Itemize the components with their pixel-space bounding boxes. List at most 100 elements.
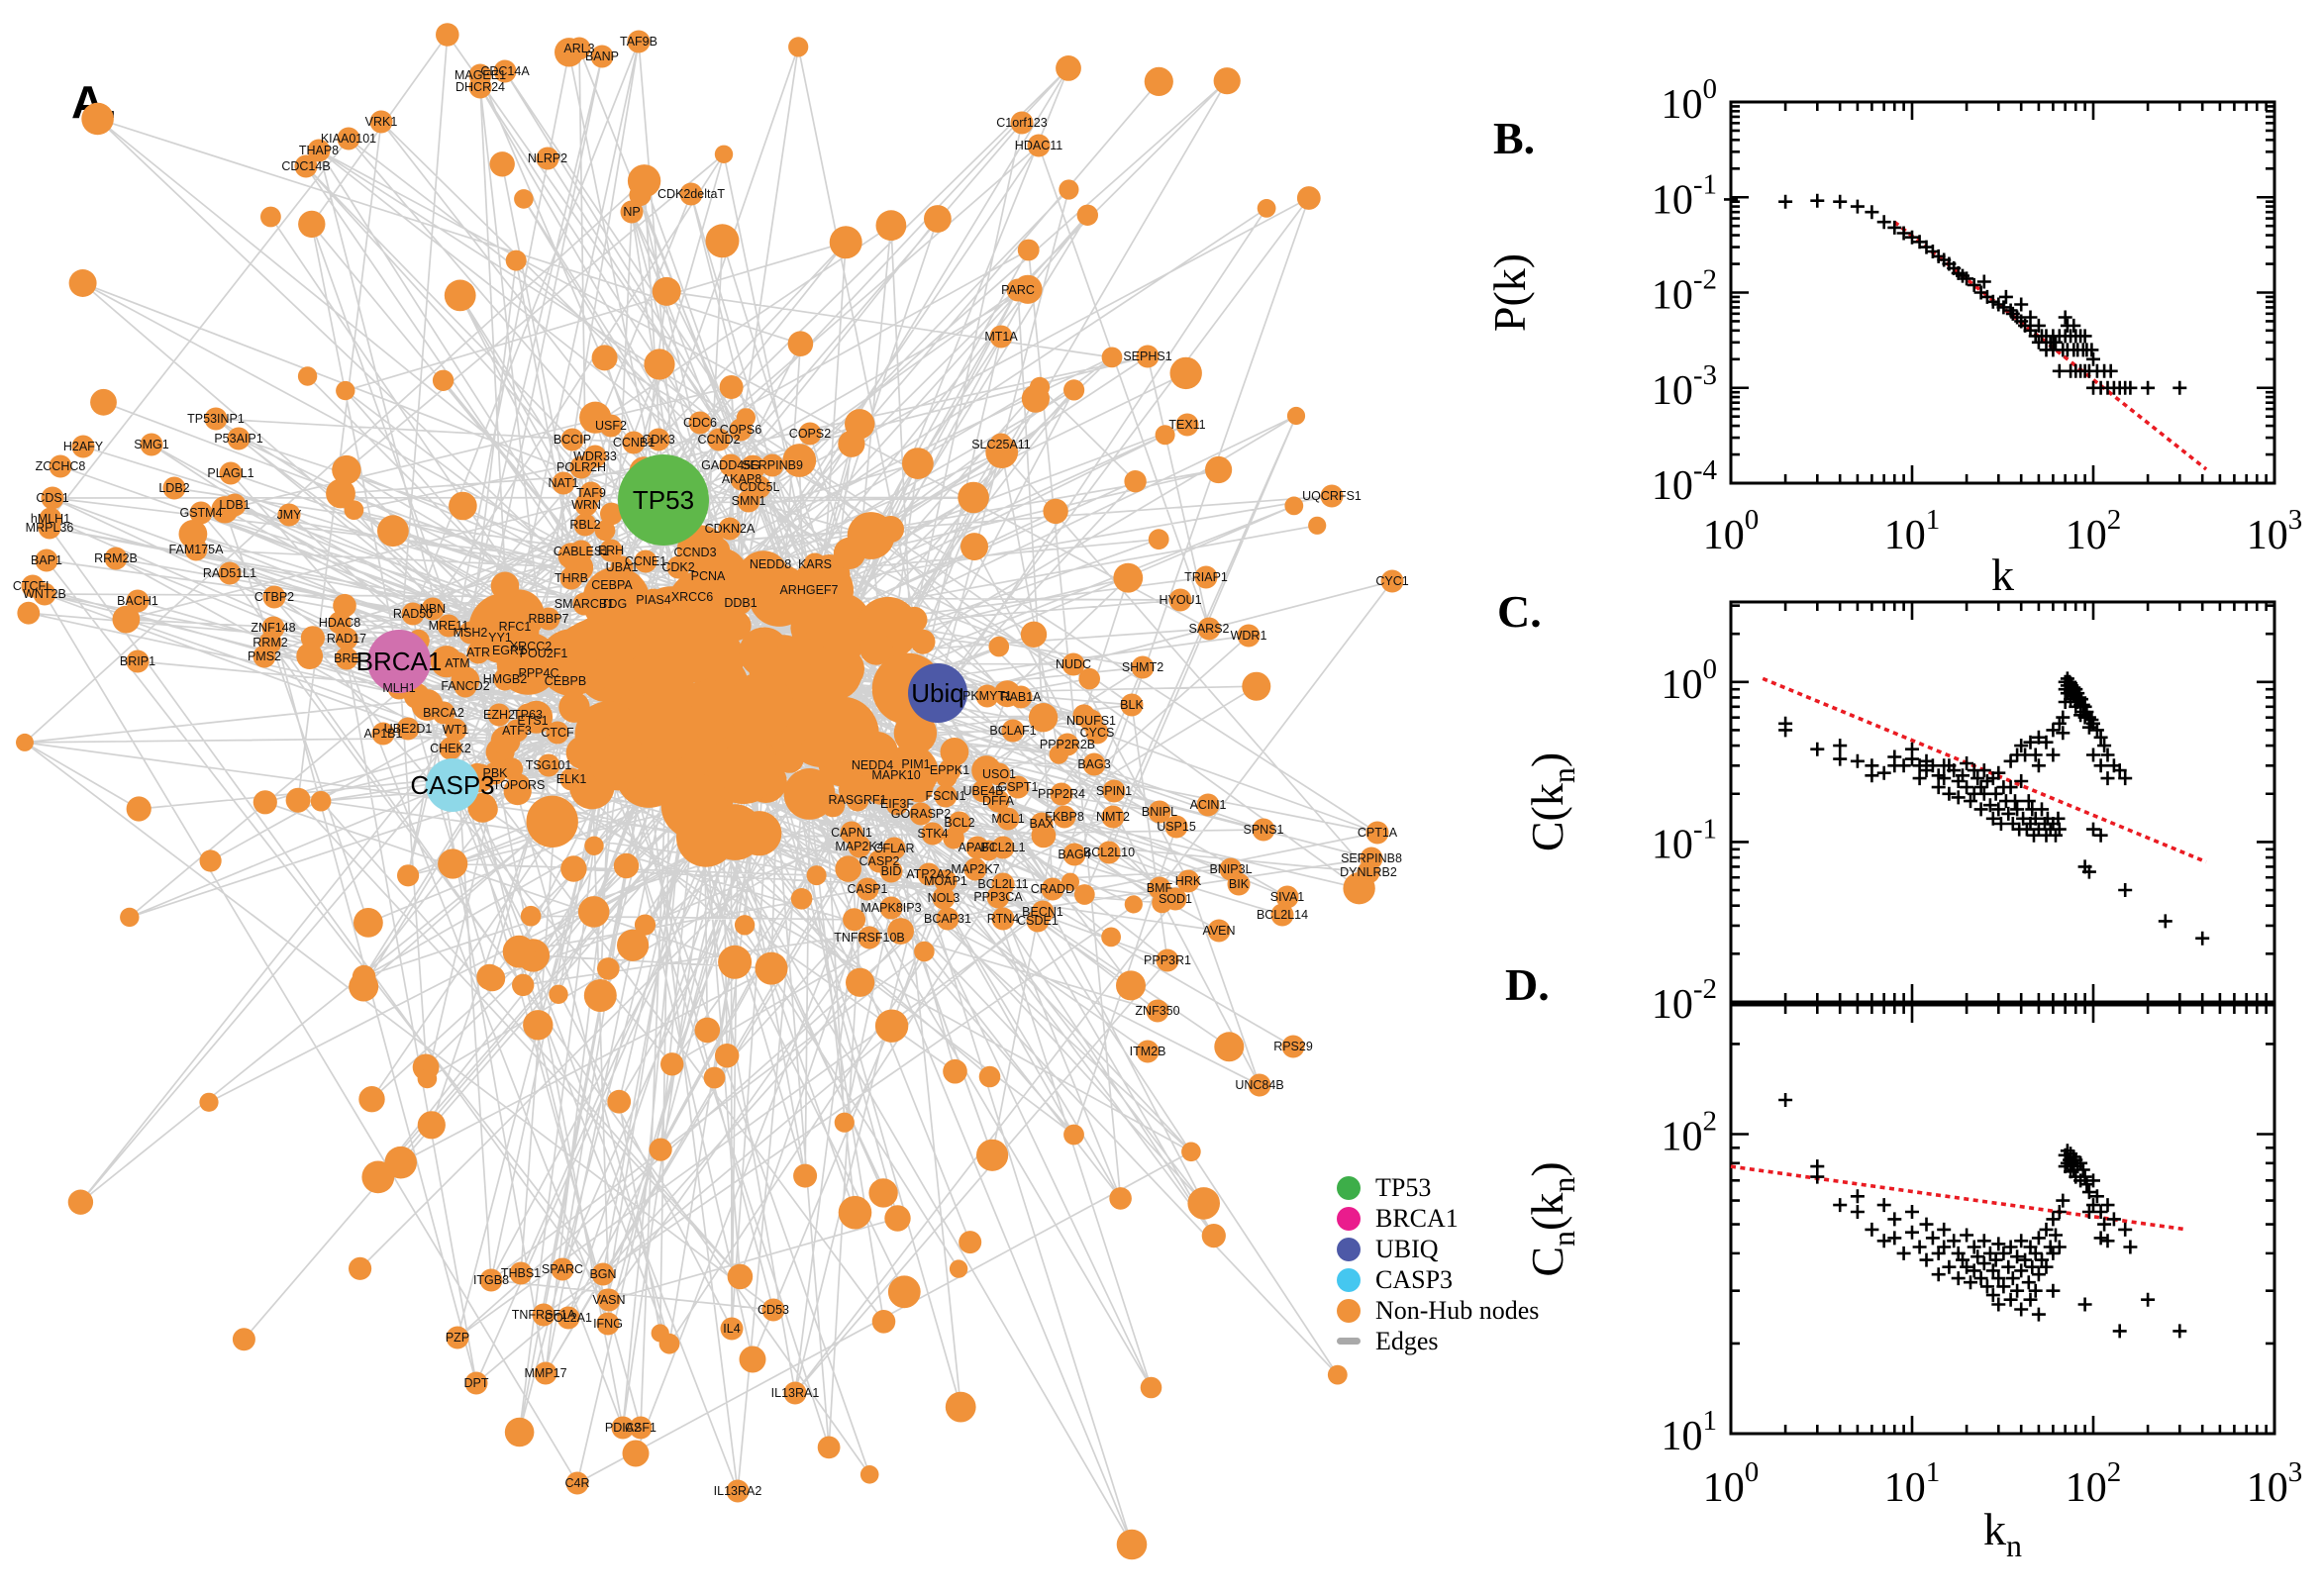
- network-node-label: PIM1: [901, 757, 930, 771]
- panel-d-label: D.: [1505, 959, 1550, 1010]
- network-node: [438, 848, 468, 879]
- network-node: [588, 657, 619, 688]
- network-node-label: ACIN1: [1190, 798, 1227, 812]
- network-node: [527, 661, 551, 685]
- network-node-label: TP63: [513, 708, 543, 722]
- network-node: [49, 454, 72, 478]
- network-node: [514, 189, 534, 209]
- network-node: [965, 836, 989, 859]
- network-node-label: CTBP2: [254, 590, 294, 604]
- network-node-label: MAP2K7: [951, 862, 999, 876]
- panel-c-label: C.: [1497, 586, 1542, 637]
- network-node-label: PDIA2: [605, 1421, 641, 1435]
- network-node-label: EGR1: [492, 644, 526, 657]
- network-node: [1169, 356, 1202, 390]
- network-node-label: MOAP1: [924, 874, 967, 888]
- network-node: [1102, 779, 1126, 803]
- network-node-label: PPP3CA: [973, 890, 1023, 904]
- network-node: [1155, 425, 1175, 446]
- network-node: [703, 1066, 726, 1089]
- network-node-label: AP1B1: [364, 727, 403, 741]
- axis-tick-label: 103: [2247, 1456, 2303, 1511]
- network-node: [1281, 1035, 1305, 1058]
- network-node-label: KIAA0101: [321, 132, 376, 146]
- network-node-label: UQCRFS1: [1302, 489, 1362, 503]
- network-node: [976, 1139, 1009, 1171]
- network-node: [874, 1009, 909, 1043]
- network-node: [369, 110, 393, 134]
- network-node: [67, 1189, 94, 1215]
- network-node: [960, 533, 988, 561]
- network-node-label: SPIN1: [1096, 784, 1132, 798]
- network-node: [493, 667, 517, 691]
- legend-edge-swatch-icon: [1337, 1338, 1361, 1345]
- network-node-label: CPT1A: [1358, 826, 1398, 840]
- network-node: [335, 627, 358, 650]
- network-node: [1146, 999, 1169, 1023]
- network-node: [882, 837, 906, 860]
- network-node: [1136, 345, 1160, 368]
- network-node-label: MCL1: [991, 812, 1024, 826]
- network-node-label: MLH1: [382, 681, 415, 695]
- network-node-label: P53AIP1: [214, 432, 262, 446]
- network-node: [584, 836, 604, 855]
- network-node: [436, 23, 459, 47]
- network-node: [437, 614, 460, 638]
- axis-label: Cn​(kn​): [1522, 1161, 1581, 1276]
- network-node: [591, 345, 618, 371]
- network-node-label: ZNF148: [251, 621, 295, 635]
- network-node: [737, 489, 760, 513]
- network-node-label: MRE11: [429, 619, 469, 633]
- network-node-label: DFFA: [982, 794, 1015, 808]
- network-node-label: CCND3: [673, 546, 716, 559]
- network-node: [876, 516, 905, 544]
- network-node: [843, 908, 866, 932]
- network-node: [902, 448, 934, 479]
- axis-tick-label: 100: [1662, 73, 1718, 128]
- network-node-label: HYOU1: [1159, 593, 1201, 607]
- network-node-label: RPS29: [1273, 1040, 1313, 1053]
- network-node: [285, 787, 311, 813]
- network-node: [958, 481, 989, 514]
- network-node-label: UBE4B: [963, 784, 1004, 798]
- axis-tick-label: 102: [1662, 1105, 1718, 1159]
- network-node-label: PBK: [482, 766, 508, 780]
- network-node: [761, 1298, 785, 1322]
- network-node: [705, 224, 740, 258]
- network-node: [1017, 239, 1040, 261]
- network-node: [1156, 948, 1179, 972]
- network-node: [1275, 885, 1299, 909]
- network-node-label: LDB1: [219, 498, 250, 512]
- network-node-label: NMT2: [1096, 810, 1130, 824]
- network-node: [104, 547, 128, 570]
- network-node: [666, 555, 690, 579]
- network-node: [17, 601, 41, 625]
- network-node: [162, 476, 186, 500]
- network-node: [887, 1275, 921, 1309]
- network-node: [1001, 719, 1025, 743]
- network-node-label: BRE: [334, 651, 359, 665]
- network-node: [497, 639, 521, 662]
- network-node-label: ELK1: [556, 772, 587, 786]
- network-node: [714, 145, 734, 163]
- network-node: [914, 941, 935, 962]
- network-node-label: MAPK10: [871, 768, 920, 782]
- axis-tick-label: 101: [1884, 504, 1941, 558]
- network-node-label: BCL2L11: [977, 877, 1028, 891]
- network-node: [846, 967, 875, 997]
- network-node-label: BIK: [1229, 877, 1250, 891]
- network-node: [884, 1205, 911, 1232]
- network-hub-node-ubiq: [908, 663, 967, 723]
- network-node: [938, 758, 961, 782]
- network-node-label: CABLES1: [554, 545, 609, 558]
- network-node: [262, 585, 286, 609]
- network-node: [1248, 1073, 1271, 1097]
- network-node: [793, 1163, 818, 1188]
- network-node: [1124, 895, 1143, 914]
- network-node-label: STK4: [917, 827, 948, 841]
- network-node: [788, 37, 809, 57]
- network-node-label: BANP: [585, 50, 619, 63]
- network-node: [1109, 1187, 1132, 1210]
- network-node-label: PPP4C: [519, 666, 559, 680]
